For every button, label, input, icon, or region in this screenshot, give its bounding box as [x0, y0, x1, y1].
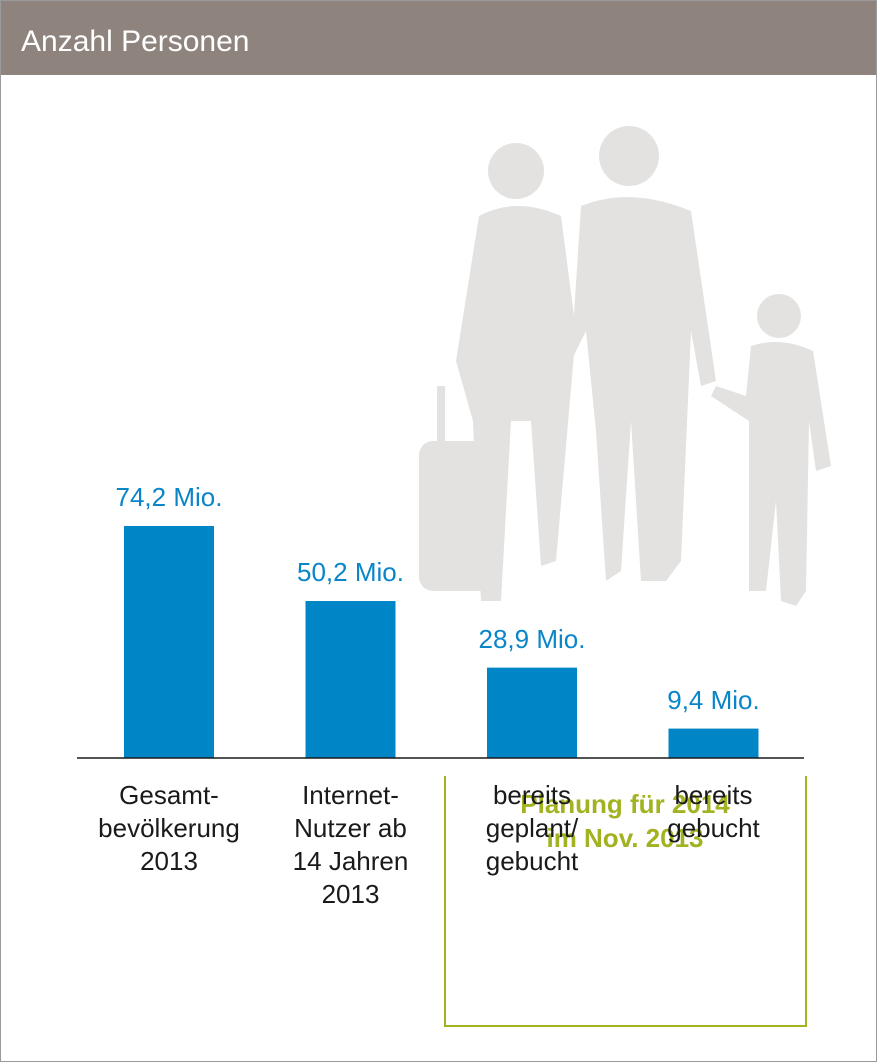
chart: Anzahl Personen Planung für 2014 im Nov.… — [0, 0, 877, 1062]
x-tick-label: Gesamt- bevölkerung 2013 — [79, 779, 259, 878]
value-label: 74,2 Mio. — [69, 482, 269, 513]
bar — [306, 601, 396, 758]
x-tick-label: bereits gebucht — [624, 779, 804, 845]
bar — [487, 668, 577, 758]
x-tick-label: Internet- Nutzer ab 14 Jahren 2013 — [261, 779, 441, 911]
value-label: 9,4 Mio. — [614, 685, 814, 716]
bar — [669, 729, 759, 758]
value-label: 28,9 Mio. — [432, 624, 632, 655]
silhouette — [419, 126, 831, 606]
x-tick-label: bereits geplant/ gebucht — [442, 779, 622, 878]
value-label: 50,2 Mio. — [251, 557, 451, 588]
bar — [124, 526, 214, 758]
